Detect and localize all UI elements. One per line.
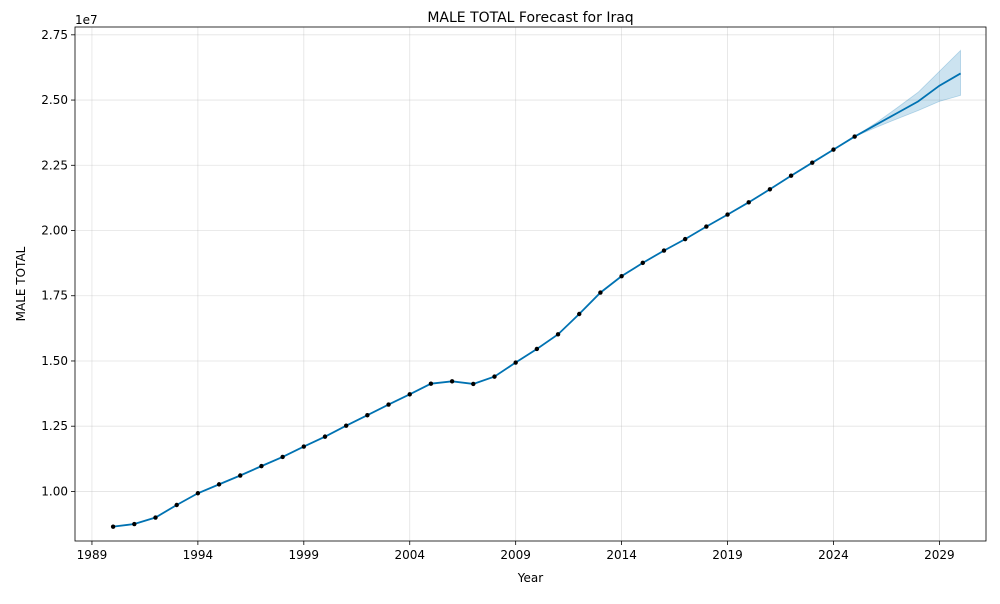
observed-point [301, 444, 307, 449]
x-tick-label: 2024 [818, 548, 849, 562]
observed-point [110, 524, 116, 529]
observed-point [132, 521, 137, 527]
x-axis-label: Year [517, 571, 543, 585]
y-tick-label: 1.00 [41, 484, 68, 498]
observed-point [598, 290, 603, 295]
observed-point [577, 311, 582, 317]
y-tick-label: 2.50 [41, 93, 68, 107]
x-tick-label: 2019 [712, 548, 743, 562]
y-tick-label: 2.25 [41, 158, 68, 172]
observed-point [831, 147, 836, 152]
observed-point [280, 454, 285, 460]
y-axis-label: MALE TOTAL [14, 246, 28, 321]
x-tick-label: 2009 [500, 548, 531, 562]
y-tick-label: 2.75 [41, 28, 68, 42]
observed-point [471, 381, 476, 387]
x-tick-label: 1999 [289, 548, 320, 562]
grid [75, 27, 986, 541]
observed-point [195, 491, 201, 496]
observed-point [492, 374, 497, 379]
observed-point [322, 434, 328, 439]
observed-point [810, 160, 815, 165]
observed-point [852, 134, 857, 139]
observed-point [619, 273, 624, 279]
y-axis-offset-label: 1e7 [75, 13, 98, 27]
observed-point [343, 423, 349, 428]
x-tick-label: 2029 [924, 548, 955, 562]
observed-point [216, 482, 222, 487]
observed-point [449, 379, 455, 384]
observed-point [386, 402, 391, 407]
observed-point [534, 346, 540, 352]
observed-point [238, 473, 243, 478]
observed-point [725, 212, 730, 217]
chart-title: MALE TOTAL Forecast for Iraq [427, 10, 633, 26]
x-tick-label: 1989 [77, 548, 108, 562]
observed-point [661, 248, 667, 253]
observed-point [153, 515, 158, 520]
x-tick-label: 2004 [394, 548, 425, 562]
x-tick-label: 2014 [606, 548, 637, 562]
y-tick-label: 1.75 [41, 289, 68, 303]
observed-points [110, 134, 857, 529]
y-tick-label: 1.50 [41, 354, 68, 368]
x-tick-label: 1994 [183, 548, 214, 562]
observed-point [555, 332, 561, 337]
observed-point [767, 187, 773, 192]
observed-point [428, 381, 434, 386]
observed-point [174, 502, 179, 508]
y-axis-ticks: 1.00 1.25 1.50 1.75 2.00 2.25 2.50 2.75 [41, 28, 75, 498]
y-tick-label: 1.25 [41, 419, 68, 433]
plot-frame [74, 26, 987, 542]
y-tick-label: 2.00 [41, 224, 68, 238]
observed-point [640, 260, 645, 266]
observed-point [682, 236, 688, 242]
observed-point [365, 413, 370, 418]
observed-point [788, 173, 794, 178]
observed-point [746, 200, 751, 205]
observed-point [259, 463, 264, 469]
x-axis-ticks: 1989 1994 1999 2004 2009 2014 2019 2024 2029 [77, 541, 955, 562]
observed-point [407, 392, 412, 397]
observed-point [513, 360, 518, 365]
observed-point [704, 224, 709, 229]
